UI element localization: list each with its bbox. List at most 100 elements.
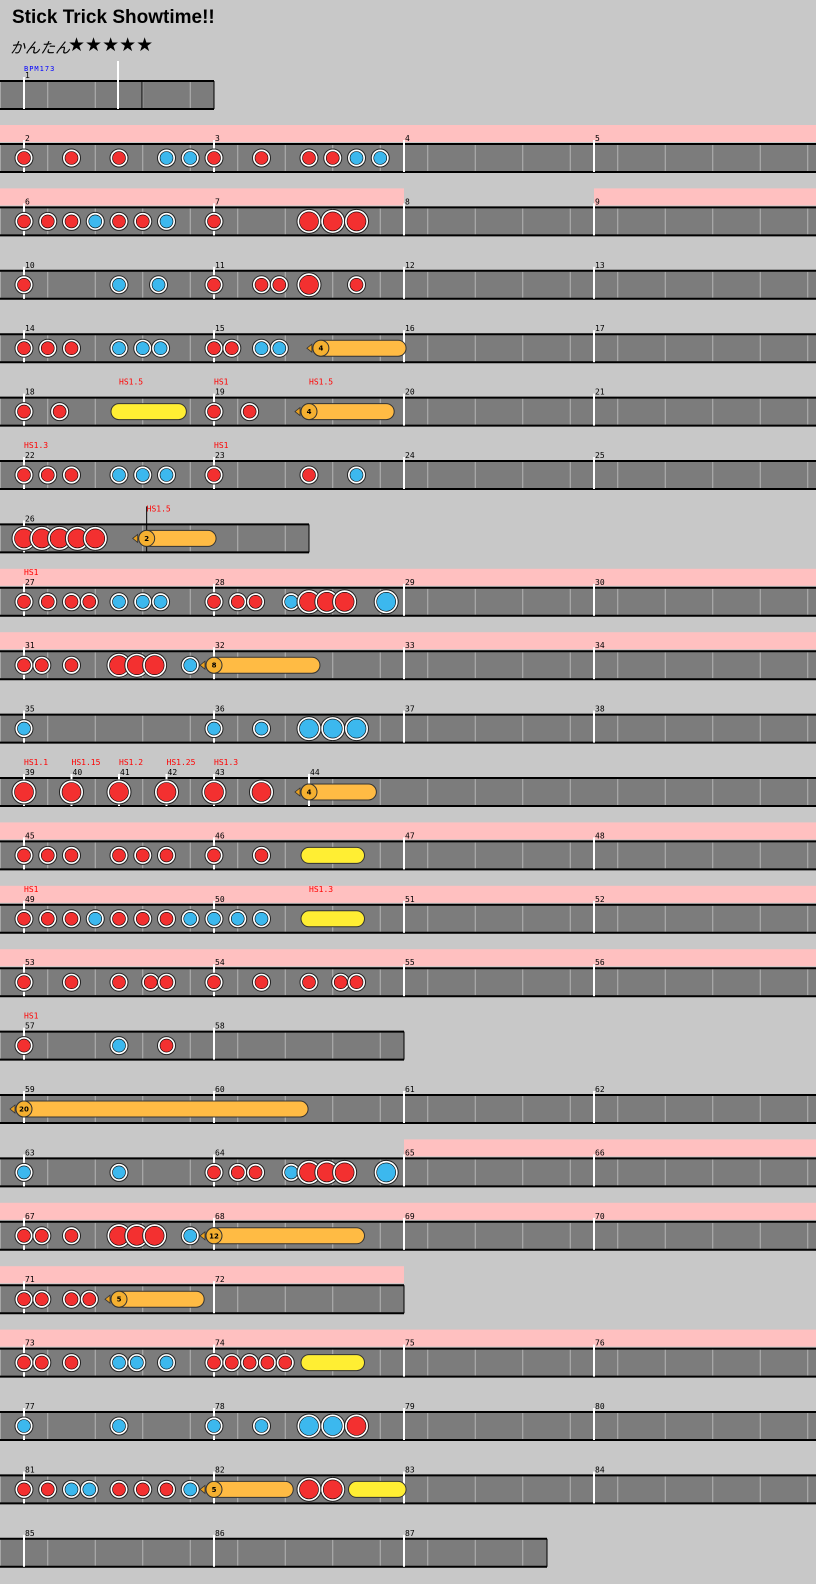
don-note [35, 1292, 49, 1306]
big-ka-note [376, 591, 396, 612]
don-note [64, 848, 79, 863]
don-note [82, 594, 97, 609]
big-don-note [334, 591, 355, 612]
don-note [64, 975, 79, 990]
measure-number: 82 [215, 1465, 225, 1474]
don-note [40, 468, 55, 482]
measure-number: 70 [595, 1212, 605, 1221]
measure-number: 12 [405, 261, 415, 270]
ka-note [183, 911, 198, 926]
balloon-count: 2 [144, 535, 149, 543]
ka-note [112, 341, 126, 356]
don-note [112, 848, 126, 863]
balloon-count: 4 [307, 408, 312, 416]
measure-number: 7 [215, 197, 220, 206]
don-note [17, 1355, 31, 1370]
measure-number: 20 [405, 388, 415, 397]
measure-number: 48 [595, 831, 605, 840]
don-note [207, 848, 221, 863]
ka-note [207, 911, 221, 926]
don-note [17, 277, 31, 292]
scroll-speed-label: HS1 [24, 568, 39, 577]
chart-row: 6 7 8 9 [0, 188, 816, 237]
chart-row: 39 40 41 42 43 44 HS1.1 HS1.15 HS1.2 HS1.25 HS1.3 4 [0, 758, 816, 807]
arrow-icon [199, 660, 206, 671]
scroll-speed-label: HS1 [24, 885, 39, 894]
chart-row: 57 58 HS1 [0, 1012, 405, 1061]
don-note [135, 911, 150, 926]
balloon-roll [205, 656, 321, 674]
measure-number: 26 [25, 514, 35, 523]
note-lane [0, 1538, 547, 1567]
chart-row: 1 [0, 61, 215, 110]
big-don-note [322, 1479, 343, 1500]
don-note [278, 1355, 293, 1370]
measure-number: 84 [595, 1465, 605, 1474]
chart-row: 49 50 51 52 HS1 HS1.3 [0, 885, 816, 934]
measure-number: 52 [595, 895, 605, 904]
balloon-count: 5 [117, 1296, 122, 1304]
ka-note [284, 1165, 298, 1180]
measure-number: 9 [595, 197, 600, 206]
don-note [207, 277, 221, 292]
ka-note [159, 1355, 174, 1370]
ka-note [112, 1419, 126, 1433]
balloon-count: 4 [307, 789, 312, 797]
measure-number: 6 [25, 197, 30, 206]
ka-note [112, 277, 126, 292]
measure-number: 21 [595, 388, 605, 397]
ka-note [373, 151, 388, 165]
measure-number: 35 [25, 705, 35, 714]
chart-row: 45 46 47 48 [0, 822, 816, 871]
ka-note [159, 214, 174, 229]
measure-number: 77 [25, 1402, 35, 1411]
big-ka-note [322, 718, 343, 739]
measure-number: 39 [25, 768, 35, 777]
don-note [225, 341, 239, 356]
measure-number: 2 [25, 134, 30, 143]
ka-note [349, 468, 364, 482]
gogo-band [0, 1202, 816, 1220]
ka-note [284, 594, 298, 609]
gogo-band [0, 885, 816, 903]
don-note [242, 404, 257, 419]
don-note [112, 911, 126, 926]
arrow-icon [294, 406, 301, 417]
don-note [17, 1229, 31, 1243]
don-note [82, 1292, 97, 1306]
measure-number: 46 [215, 831, 225, 840]
chart-row: 27 28 29 30 HS1 [0, 568, 816, 617]
measure-number: 28 [215, 578, 225, 587]
ka-note [151, 277, 166, 292]
big-ka-note [376, 1162, 396, 1183]
roll-head [312, 339, 330, 357]
balloon-count: 4 [318, 345, 323, 353]
arrow-icon [306, 343, 313, 354]
scroll-speed-label: HS1.5 [119, 378, 143, 387]
balloon-count: 5 [212, 1486, 217, 1494]
ka-note [135, 341, 150, 356]
arrow-icon [294, 787, 301, 797]
big-don-note [334, 1162, 355, 1183]
don-note [254, 848, 269, 863]
don-note [349, 277, 364, 292]
big-don-note [299, 1479, 319, 1500]
measure-number: 22 [25, 451, 35, 460]
big-ka-note [346, 718, 367, 739]
measure-number: 69 [405, 1212, 415, 1221]
measure-number: 15 [215, 324, 225, 333]
song-title: Stick Trick Showtime!! [12, 7, 215, 28]
ka-note [17, 721, 31, 736]
don-note [17, 341, 31, 356]
measure-number: 71 [25, 1275, 35, 1284]
don-note [254, 975, 269, 990]
measure-number: 29 [405, 578, 415, 587]
ka-note [112, 1355, 126, 1370]
don-note [40, 848, 55, 863]
measure-number: 1 [25, 71, 30, 80]
big-don-note [251, 782, 272, 802]
measure-number: 63 [25, 1148, 35, 1157]
ka-note [230, 911, 245, 926]
measure-number: 42 [168, 768, 178, 777]
